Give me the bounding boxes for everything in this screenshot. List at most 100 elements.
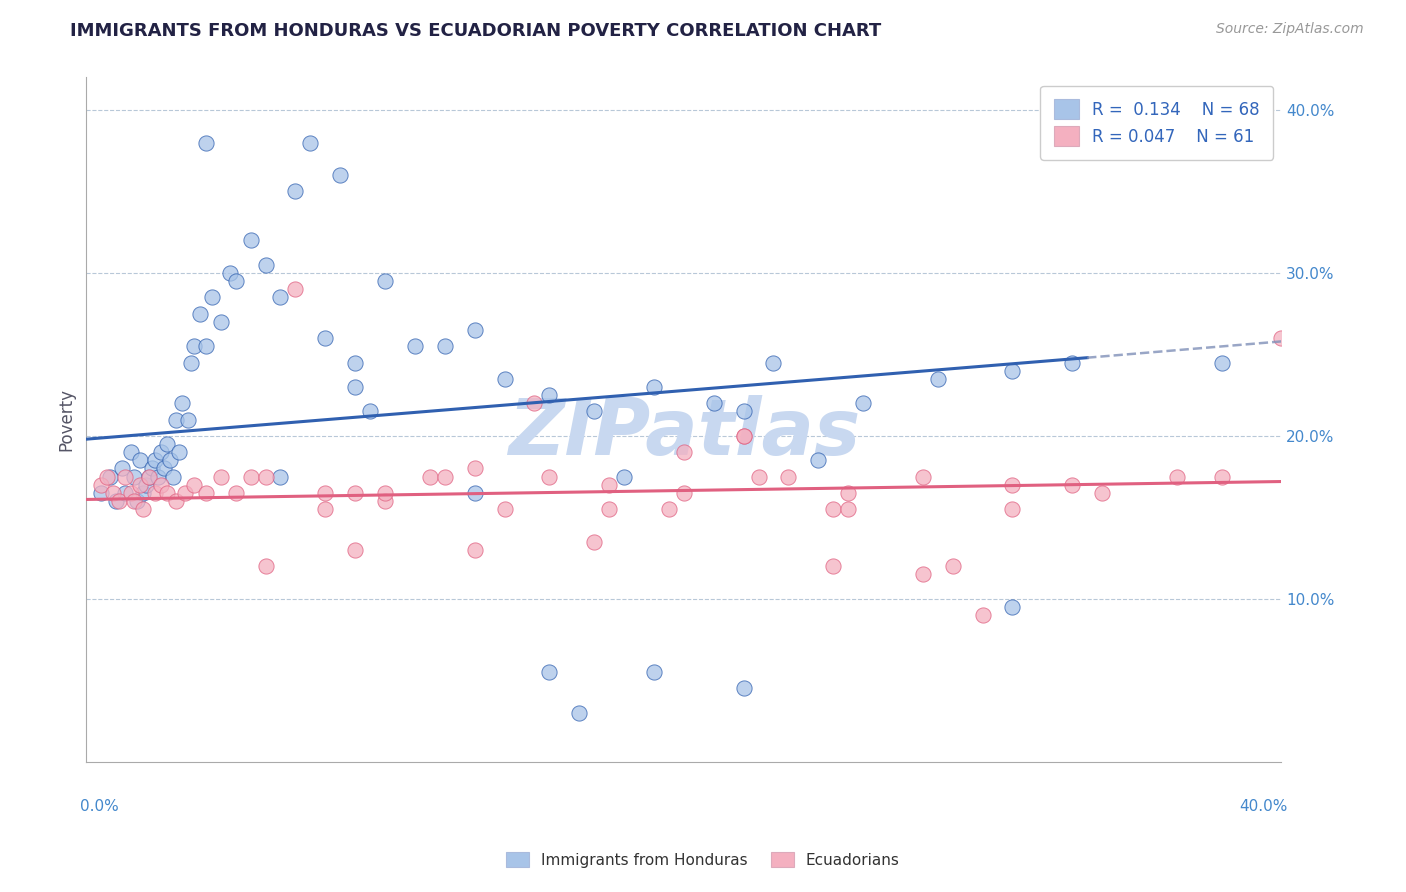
Point [1001,599,1024,614]
Point [942,559,965,574]
Point [359,404,381,418]
Point [538,388,561,402]
Point [120,445,142,459]
Point [837,502,859,516]
Point [927,372,949,386]
Point [105,494,128,508]
Point [96,469,118,483]
Text: 0.0%: 0.0% [80,799,120,814]
Point [672,486,695,500]
Point [329,168,352,182]
Point [672,445,695,459]
Point [613,469,636,483]
Point [733,429,755,443]
Point [141,461,163,475]
Point [153,461,176,475]
Point [180,355,202,369]
Point [583,404,606,418]
Point [494,502,516,516]
Point [703,396,725,410]
Point [183,477,205,491]
Point [146,469,169,483]
Legend: R =  0.134    N = 68, R = 0.047    N = 61: R = 0.134 N = 68, R = 0.047 N = 61 [1040,86,1272,160]
Point [201,290,224,304]
Point [98,469,121,483]
Point [344,355,367,369]
Point [837,486,859,500]
Point [1062,355,1084,369]
Point [173,486,195,500]
Point [138,469,160,483]
Point [165,412,187,426]
Point [156,486,179,500]
Point [583,534,606,549]
Point [733,404,755,418]
Point [1270,331,1292,345]
Point [1166,469,1188,483]
Point [374,486,396,500]
Text: ZIPatlas: ZIPatlas [508,395,860,471]
Point [344,543,367,558]
Point [314,486,336,500]
Point [523,396,546,410]
Point [183,339,205,353]
Point [170,396,193,410]
Point [314,331,336,345]
Point [122,494,145,508]
Point [538,469,561,483]
Point [464,486,486,500]
Point [125,494,148,508]
Point [129,453,152,467]
Point [658,502,681,516]
Text: 40.0%: 40.0% [1239,799,1288,814]
Legend: Immigrants from Honduras, Ecuadorians: Immigrants from Honduras, Ecuadorians [499,844,907,875]
Point [733,681,755,696]
Point [254,258,277,272]
Text: IMMIGRANTS FROM HONDURAS VS ECUADORIAN POVERTY CORRELATION CHART: IMMIGRANTS FROM HONDURAS VS ECUADORIAN P… [70,22,882,40]
Point [90,477,112,491]
Point [269,469,291,483]
Point [254,469,277,483]
Point [225,274,247,288]
Point [404,339,426,353]
Point [852,396,875,410]
Point [1001,502,1024,516]
Point [165,494,187,508]
Point [162,469,184,483]
Point [598,502,620,516]
Point [239,469,262,483]
Point [135,477,157,491]
Point [762,355,785,369]
Point [143,486,166,500]
Point [159,453,181,467]
Point [374,274,396,288]
Point [344,380,367,394]
Point [138,469,160,483]
Point [177,412,200,426]
Point [218,266,240,280]
Point [225,486,247,500]
Point [433,339,456,353]
Point [299,136,322,150]
Point [464,543,486,558]
Y-axis label: Poverty: Poverty [58,388,75,451]
Point [643,665,665,680]
Point [269,290,291,304]
Point [122,469,145,483]
Point [149,445,172,459]
Point [807,453,830,467]
Point [1211,469,1233,483]
Point [314,502,336,516]
Point [194,486,217,500]
Point [1211,355,1233,369]
Point [101,486,124,500]
Point [114,486,136,500]
Point [344,486,367,500]
Point [156,437,179,451]
Point [239,233,262,247]
Text: Source: ZipAtlas.com: Source: ZipAtlas.com [1216,22,1364,37]
Point [1062,477,1084,491]
Point [748,469,770,483]
Point [823,502,845,516]
Point [120,486,142,500]
